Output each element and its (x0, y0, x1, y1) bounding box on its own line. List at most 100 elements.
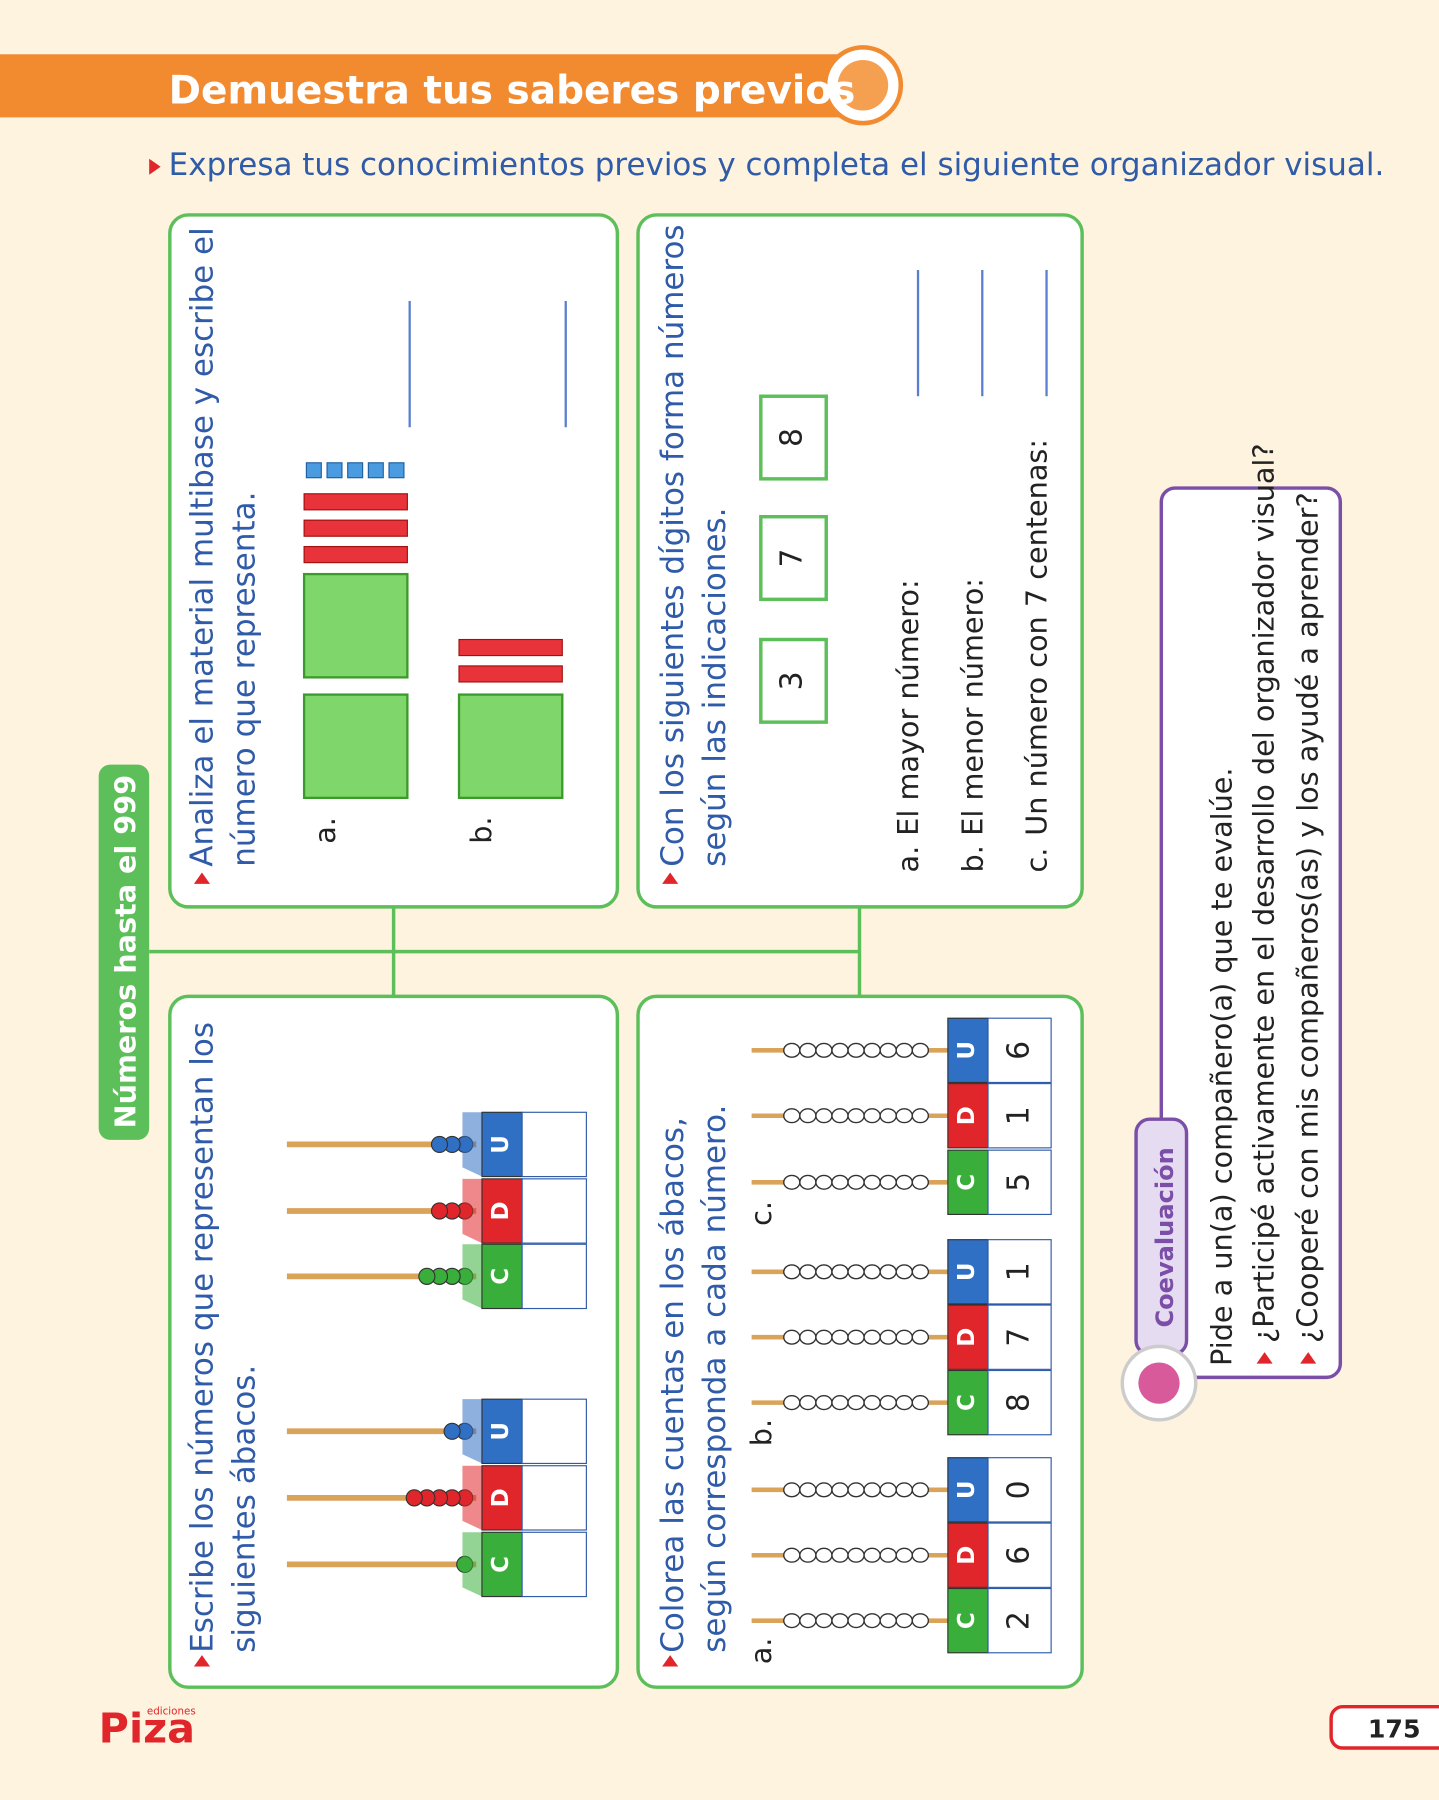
digit-cell (987, 1017, 1052, 1084)
empty-bead (879, 1613, 897, 1629)
empty-bead (911, 1174, 930, 1190)
digit: 5 (1002, 1173, 1037, 1192)
header-bar (0, 54, 844, 118)
empty-bead (863, 1395, 881, 1411)
digit: 0 (1002, 1480, 1037, 1499)
abacus-label: C (954, 1394, 980, 1411)
bullet (662, 872, 679, 884)
abacus-label: D (954, 1546, 980, 1565)
empty-bead (895, 1108, 913, 1124)
empty-bead (815, 1547, 833, 1563)
bead (430, 1202, 449, 1220)
empty-bead (815, 1042, 833, 1058)
empty-bead (783, 1108, 801, 1124)
item-label: b. (464, 816, 498, 843)
center-label-box (98, 764, 150, 1140)
digit: 1 (1002, 1106, 1037, 1125)
empty-bead (911, 1395, 930, 1411)
empty-bead (815, 1613, 833, 1629)
unit-cube (367, 462, 384, 479)
abacus-cell (947, 1239, 989, 1305)
empty-bead (847, 1042, 865, 1058)
item-text: El mayor número: (891, 579, 925, 835)
item-label: a. (308, 817, 342, 844)
empty-bead (783, 1264, 801, 1280)
empty-bead (911, 1613, 930, 1629)
bead (405, 1489, 423, 1507)
coev-box (1159, 486, 1343, 1380)
answer-cell (521, 1398, 587, 1465)
empty-bead (863, 1613, 881, 1629)
empty-bead (783, 1547, 801, 1563)
abacus-label: D (488, 1201, 514, 1220)
item-label: b. (955, 845, 989, 872)
empty-bead (847, 1329, 865, 1345)
empty-bead (799, 1042, 817, 1058)
digit-cell (987, 1587, 1052, 1654)
digit: 6 (1002, 1041, 1037, 1060)
empty-bead (783, 1395, 801, 1411)
bead (443, 1422, 461, 1440)
header-title: Demuestra tus saberes previos (169, 69, 856, 114)
bullet (193, 872, 210, 884)
hundred-flat (457, 693, 564, 800)
empty-bead (847, 1264, 865, 1280)
item-text: El menor número: (955, 578, 989, 836)
empty-bead (831, 1264, 849, 1280)
coev-item: ¿Participé activamente en el desarrollo … (1247, 443, 1281, 1343)
empty-bead (863, 1482, 881, 1498)
empty-bead (831, 1395, 849, 1411)
empty-bead (799, 1329, 817, 1345)
abacus-label: D (954, 1106, 980, 1125)
empty-bead (799, 1613, 817, 1629)
empty-bead (863, 1264, 881, 1280)
empty-bead (815, 1174, 833, 1190)
empty-bead (847, 1395, 865, 1411)
digit-cell (987, 1239, 1052, 1305)
digit: 7 (1002, 1328, 1037, 1347)
abacus-cell (947, 1522, 989, 1588)
bullet (1256, 1352, 1273, 1364)
empty-bead (879, 1329, 897, 1345)
ten-rod (458, 665, 563, 683)
empty-bead (911, 1547, 930, 1563)
digit-cell (987, 1369, 1052, 1436)
empty-bead (847, 1482, 865, 1498)
hundred-flat (302, 572, 409, 679)
unit-cube (347, 462, 364, 479)
digit-cell (987, 1522, 1052, 1588)
abacus-cell (481, 1111, 523, 1178)
empty-bead (895, 1264, 913, 1280)
unit-cube (305, 462, 322, 479)
empty-bead (799, 1395, 817, 1411)
empty-bead (799, 1174, 817, 1190)
bullet (149, 158, 161, 175)
digit-cell (987, 1457, 1052, 1523)
item-text: Un número con 7 centenas: (1020, 439, 1054, 836)
bead (430, 1135, 449, 1154)
empty-bead (815, 1329, 833, 1345)
digit: 6 (1002, 1546, 1037, 1565)
empty-bead (799, 1108, 817, 1124)
abacus-label: D (954, 1328, 980, 1347)
empty-bead (911, 1042, 930, 1058)
item-label: b. (744, 1419, 778, 1446)
empty-bead (895, 1395, 913, 1411)
empty-bead (911, 1329, 930, 1345)
bullet (1300, 1352, 1317, 1364)
empty-bead (815, 1108, 833, 1124)
empty-bead (831, 1482, 849, 1498)
empty-bead (895, 1613, 913, 1629)
digit: 7 (774, 549, 809, 568)
digit: 3 (774, 671, 809, 690)
empty-bead (831, 1329, 849, 1345)
answer-cell (521, 1111, 587, 1178)
answer-cell (521, 1178, 587, 1244)
abacus-label: C (488, 1268, 514, 1285)
prompt-line: Con los siguientes dígitos forma números (655, 224, 691, 866)
empty-bead (783, 1174, 801, 1190)
abacus-label: D (488, 1488, 514, 1507)
prompt-line: número que representa. (227, 492, 263, 867)
empty-bead (911, 1108, 930, 1124)
